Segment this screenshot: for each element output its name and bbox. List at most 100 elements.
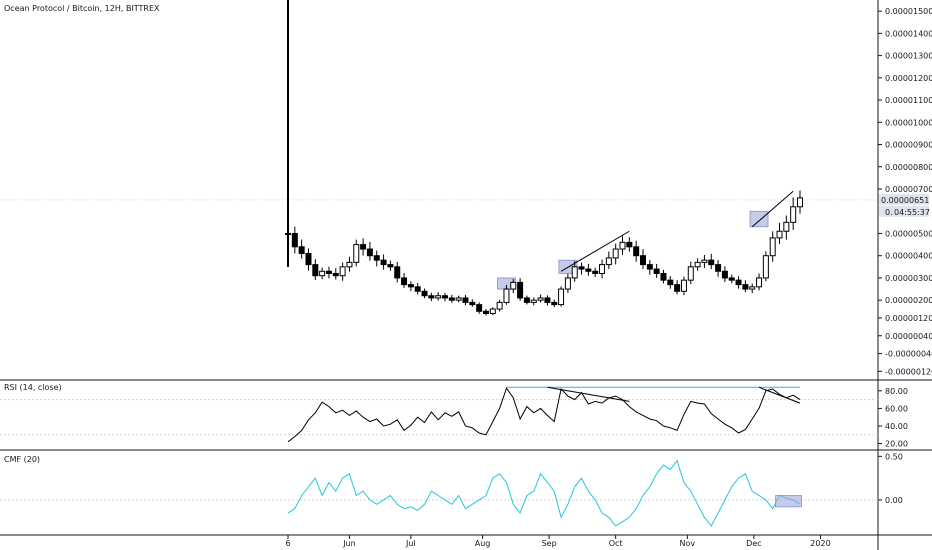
time-axis-label: Oct xyxy=(609,539,623,548)
rsi-axis-label: 40.00 xyxy=(885,422,908,431)
price-axis-label: 0.00000400 xyxy=(885,252,932,261)
candle-body xyxy=(401,277,408,286)
price-axis-label: 0.00000700 xyxy=(885,185,932,194)
candle-body xyxy=(551,301,558,306)
rsi-axis-label: 60.00 xyxy=(885,404,908,413)
countdown-badge xyxy=(879,205,929,217)
candle-body xyxy=(571,266,578,279)
candle-body xyxy=(612,248,619,259)
candle-body xyxy=(489,308,496,315)
candle-body xyxy=(715,264,722,272)
price-axis-label: -0.00000040 xyxy=(885,350,932,359)
price-axis-label: 0.00000900 xyxy=(885,141,932,150)
candle-body xyxy=(360,244,367,250)
price-trendline xyxy=(560,230,630,272)
candle-body xyxy=(578,266,585,270)
candle-body xyxy=(728,277,735,281)
cmf-line xyxy=(287,459,801,527)
candle-body xyxy=(667,279,674,286)
last-price-label: 0.00000651 xyxy=(881,196,929,205)
candle-body xyxy=(421,290,428,297)
price-axis-label: 0.00001300 xyxy=(885,52,932,61)
candle-body xyxy=(435,295,442,299)
candle-body xyxy=(633,246,640,257)
candle-body xyxy=(387,264,394,268)
time-axis[interactable]: 6 Jun Jul Aug Sep Oct Nov Dec 2020 xyxy=(285,535,831,548)
candle-body xyxy=(373,255,380,261)
cmf-highlight-box xyxy=(775,495,802,508)
candle-body xyxy=(599,264,606,274)
candle-body xyxy=(510,281,517,290)
time-axis-label: Aug xyxy=(475,539,491,548)
candle-body xyxy=(503,288,510,303)
candle-body xyxy=(476,304,483,312)
candle-body xyxy=(674,284,681,292)
candle-body xyxy=(605,257,612,266)
time-axis-label: 2020 xyxy=(810,539,830,548)
candle-body xyxy=(462,297,469,303)
cmf-pane-title: CMF (20) xyxy=(4,455,40,464)
candle-body xyxy=(626,241,633,248)
candle-body xyxy=(687,266,694,281)
candle-body xyxy=(428,295,435,299)
price-axis-label: 0.00001200 xyxy=(885,74,932,83)
cmf-pane[interactable]: 0.50 0.00 xyxy=(0,452,903,527)
partial-tick-label: 0. xyxy=(885,208,893,217)
price-axis-label: 0.00000500 xyxy=(885,229,932,238)
rsi-pane-title: RSI (14, close) xyxy=(4,383,62,392)
candle-body xyxy=(749,286,756,290)
candle-body xyxy=(701,259,708,263)
time-axis-label: Jun xyxy=(342,539,356,548)
candle-body xyxy=(537,297,544,301)
candle-body xyxy=(762,255,769,279)
candle-body xyxy=(442,295,449,299)
candle-body xyxy=(285,232,291,235)
candle-body xyxy=(790,206,797,223)
time-axis-label: Sep xyxy=(542,539,557,548)
chart-title: Ocean Protocol / Bitcoin, 12H, BITTREX xyxy=(4,4,160,13)
candle-body xyxy=(558,288,565,306)
highlight-box xyxy=(749,210,769,228)
candle-body xyxy=(653,268,660,274)
price-axis-label: 0.00001500 xyxy=(885,7,932,16)
candle-body xyxy=(735,279,742,286)
last-price-badge xyxy=(879,193,929,205)
candle-body xyxy=(544,297,551,303)
price-axis-label: 0.00000040 xyxy=(885,332,932,341)
price-axis-label: 0.00000120 xyxy=(885,314,932,323)
candle-body xyxy=(646,264,653,270)
candle-body xyxy=(721,270,728,279)
candle-body xyxy=(469,301,476,306)
candle-body xyxy=(298,246,305,254)
candle-body xyxy=(366,248,373,257)
candle-body xyxy=(482,310,489,315)
candle-body xyxy=(380,259,387,266)
price-axis-label: 0.00000800 xyxy=(885,163,932,172)
time-axis-label: Jul xyxy=(405,539,416,548)
candle-body xyxy=(619,241,626,250)
candle-body xyxy=(346,261,353,268)
candle-body xyxy=(797,197,803,208)
rsi-axis-label: 80.00 xyxy=(885,387,908,396)
candle-body xyxy=(414,286,421,292)
candle-body xyxy=(530,299,537,303)
time-axis-label: Nov xyxy=(680,539,696,548)
price-axis-label: 0.00000300 xyxy=(885,274,932,283)
candle-body xyxy=(339,266,346,277)
candle-body xyxy=(332,272,339,277)
rsi-line xyxy=(287,387,801,443)
candle-body xyxy=(680,279,687,292)
candle-body xyxy=(769,237,776,257)
countdown-label: 04:55:37 xyxy=(894,208,930,217)
cmf-axis-label: 0.00 xyxy=(885,496,903,505)
candle-body xyxy=(325,270,332,274)
candle-body xyxy=(776,230,783,239)
candle-body xyxy=(448,297,455,301)
rsi-pane[interactable]: 80.00 60.00 40.00 20.00 xyxy=(0,386,908,449)
candle-body xyxy=(694,261,701,268)
price-pane[interactable]: 0.00001500 0.00001400 0.00001300 0.00001200… xyxy=(0,0,932,376)
candle-body xyxy=(564,277,571,290)
candle-body xyxy=(394,266,401,279)
price-axis-label: 0.00001400 xyxy=(885,29,932,38)
candle-body xyxy=(756,277,763,288)
